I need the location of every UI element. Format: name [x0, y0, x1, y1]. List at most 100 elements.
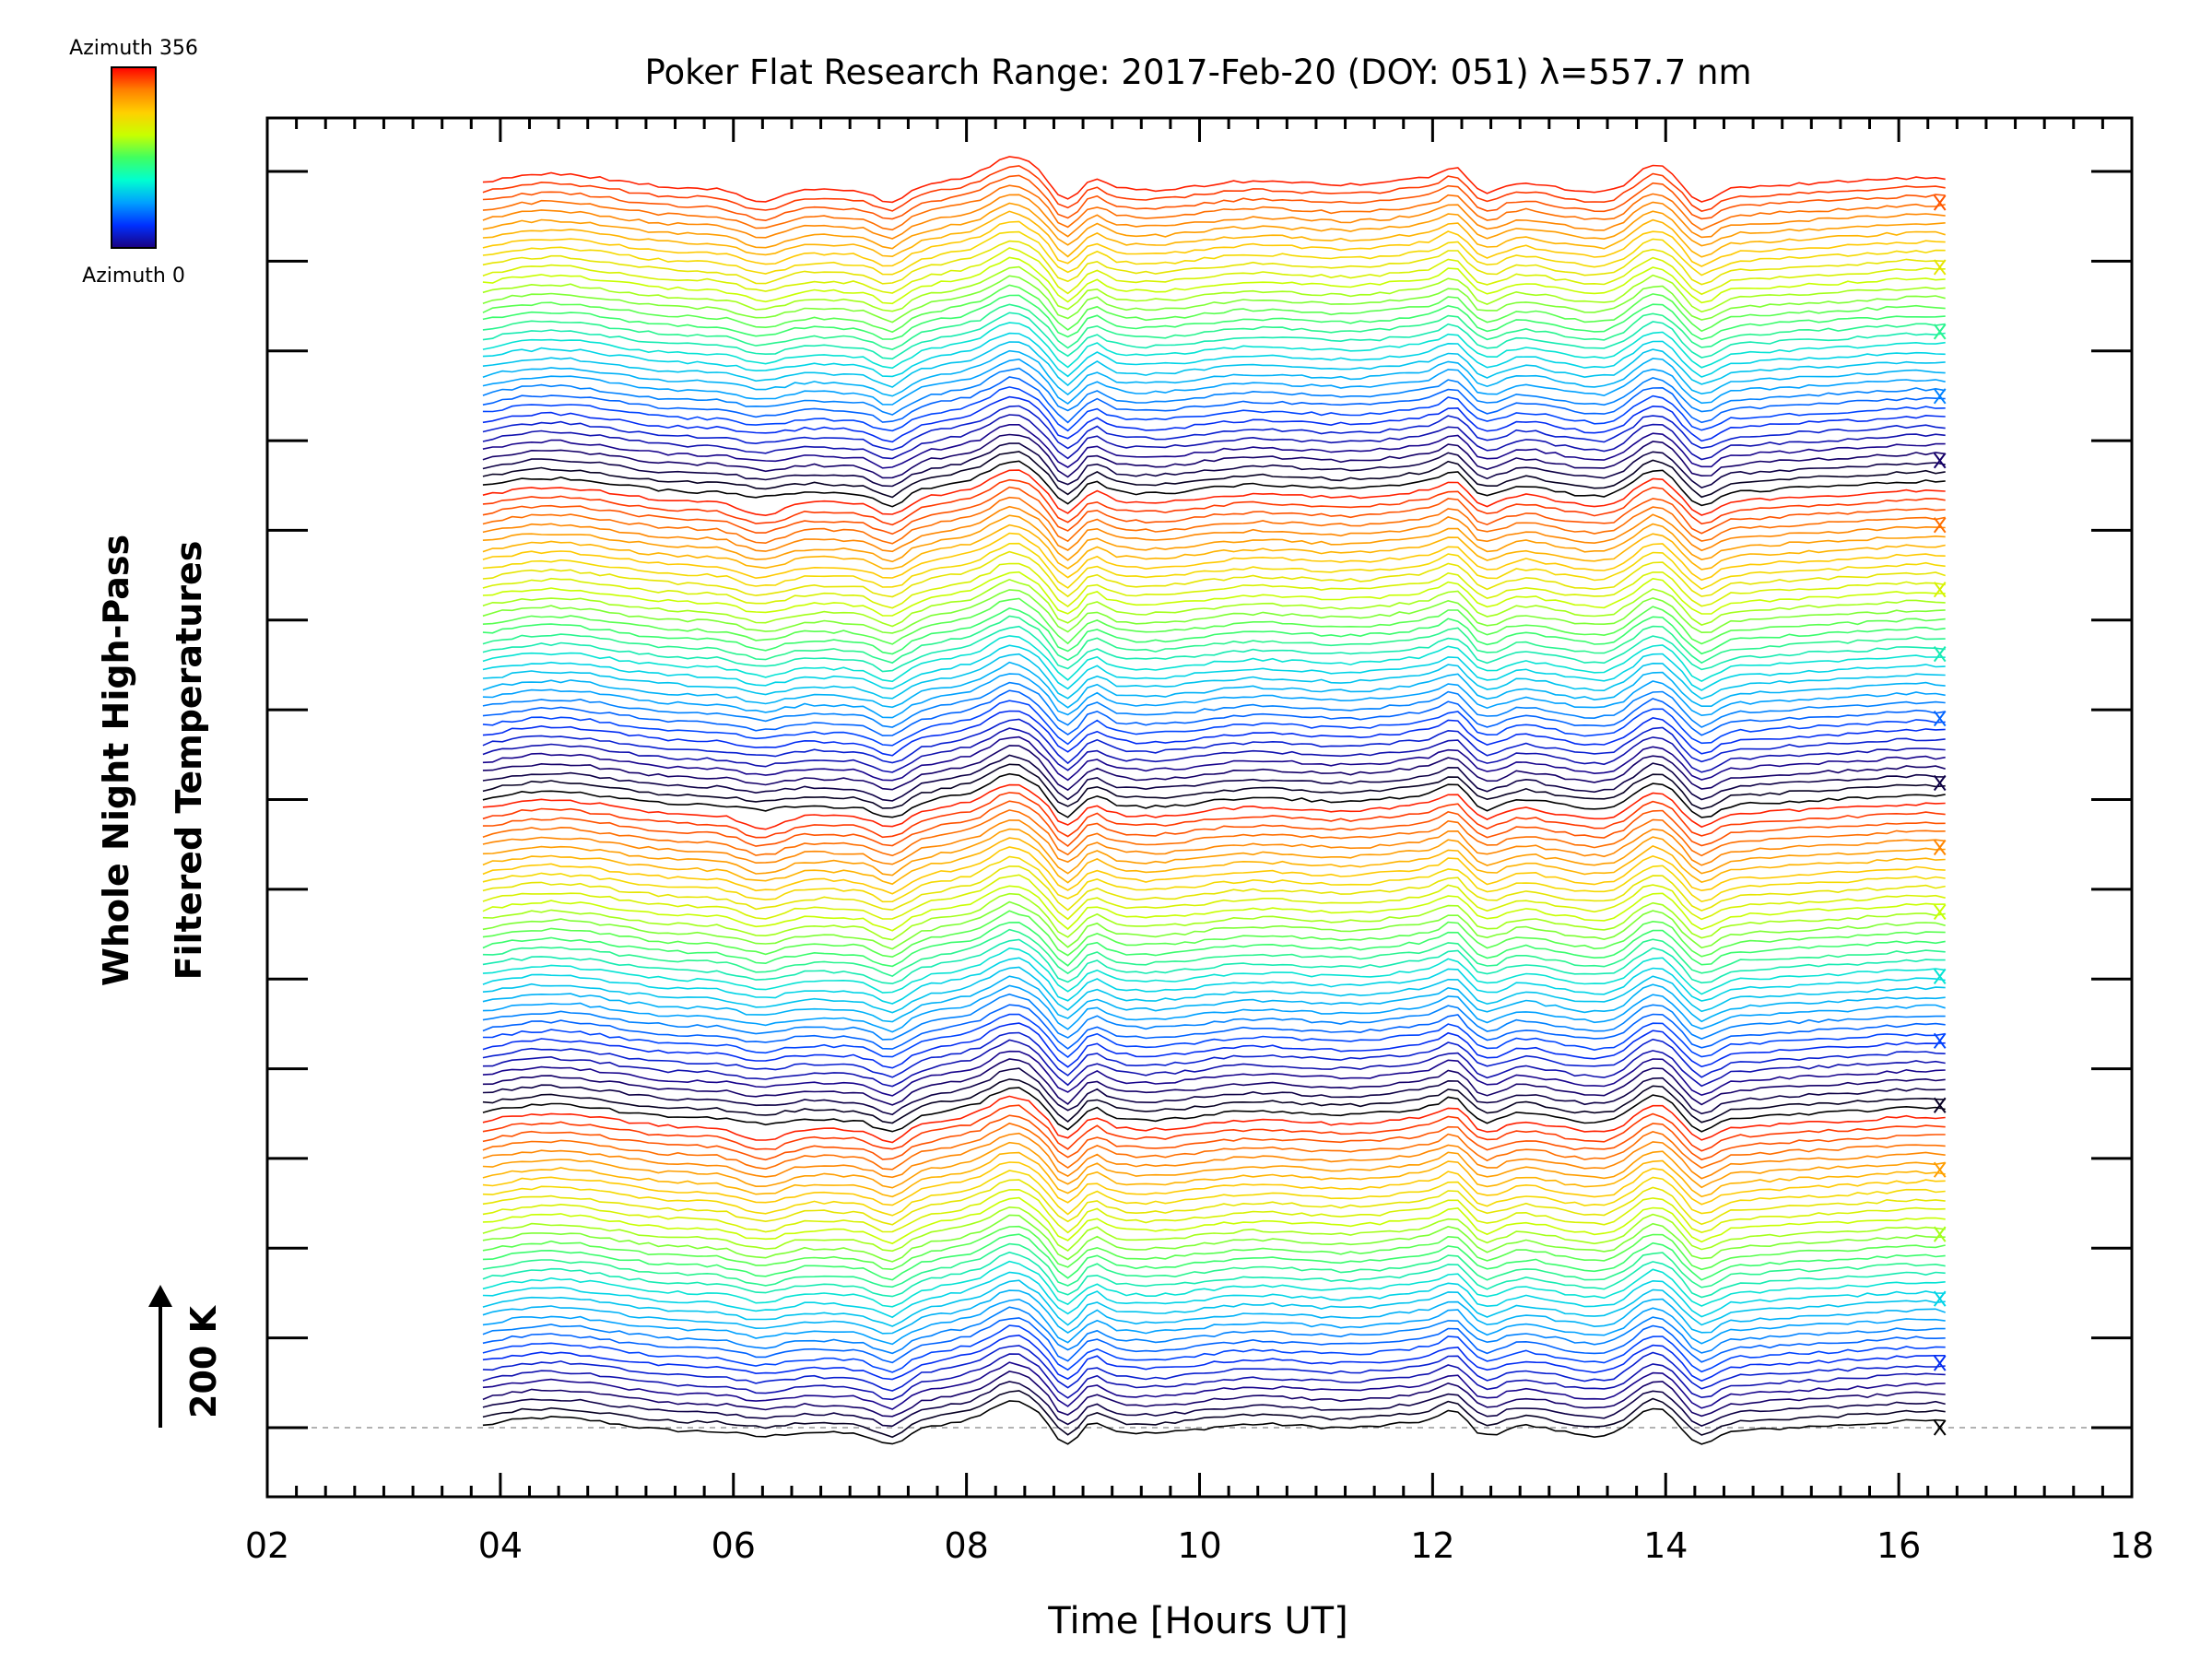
series-line	[482, 993, 1946, 1041]
series-end-marker	[1933, 1097, 1947, 1113]
series-line	[482, 1260, 1946, 1308]
series-line	[482, 332, 1946, 378]
series-end-marker	[1933, 582, 1947, 598]
series-end-marker	[1933, 453, 1947, 469]
scale-arrow-head	[148, 1285, 172, 1307]
series-line	[482, 635, 1946, 683]
series-line	[482, 783, 1946, 830]
series-line	[482, 855, 1946, 903]
series-line	[482, 763, 1946, 810]
scale-indicator: 200 K	[148, 1285, 224, 1428]
series-line	[482, 1324, 1946, 1373]
x-tick-label: 04	[478, 1525, 523, 1566]
series-line	[482, 478, 1946, 526]
series-end-marker	[1933, 1290, 1947, 1307]
series-line	[482, 469, 1946, 517]
series-line	[482, 828, 1946, 877]
series-line	[482, 809, 1946, 857]
series-line	[482, 984, 1946, 1033]
scale-label: 200 K	[183, 1304, 224, 1418]
series-end-marker	[1933, 1419, 1947, 1436]
series-line	[482, 1141, 1946, 1189]
series-line	[482, 1114, 1946, 1161]
x-tick-label: 18	[2110, 1525, 2154, 1566]
series-line	[482, 615, 1946, 665]
series-end-marker	[1933, 774, 1947, 792]
x-tick-label: 06	[712, 1525, 756, 1566]
series-line	[482, 846, 1946, 895]
series-line	[482, 735, 1946, 782]
series-line	[482, 910, 1946, 959]
series-end-marker	[1933, 839, 1947, 856]
chart-title: Poker Flat Research Range: 2017-Feb-20 (…	[644, 53, 1751, 92]
series-line	[482, 625, 1946, 673]
series-group	[482, 156, 1947, 1445]
series-line	[482, 597, 1946, 645]
series-line	[482, 1078, 1946, 1124]
series-line	[482, 376, 1946, 424]
series-line	[482, 947, 1946, 995]
series-line	[482, 294, 1946, 341]
series-line	[482, 1317, 1946, 1364]
series-end-marker	[1933, 1226, 1947, 1242]
series-line	[482, 240, 1946, 286]
series-end-marker	[1933, 710, 1947, 727]
series-line	[482, 644, 1946, 691]
series-line	[482, 1196, 1946, 1245]
series-line	[482, 265, 1946, 313]
x-tick-label: 02	[245, 1525, 289, 1566]
series-end-marker	[1933, 517, 1947, 534]
series-line	[482, 442, 1946, 488]
series-line	[482, 1298, 1946, 1346]
x-tick-label: 12	[1410, 1525, 1454, 1566]
series-line	[482, 1013, 1946, 1059]
series-line	[482, 247, 1946, 296]
series-line	[482, 1087, 1946, 1133]
series-line	[482, 819, 1946, 866]
series-line	[482, 607, 1946, 655]
series-line	[482, 194, 1946, 240]
series-line	[482, 405, 1946, 451]
series-line	[482, 800, 1946, 848]
series-line	[482, 754, 1946, 802]
series-line	[482, 1233, 1946, 1281]
series-line	[482, 1400, 1946, 1445]
series-line	[482, 496, 1946, 545]
series-line	[482, 367, 1946, 416]
series-line	[482, 900, 1946, 950]
series-line	[482, 156, 1946, 204]
series-line	[482, 505, 1946, 553]
series-line	[482, 772, 1946, 818]
x-tick-labels: 02 04 06 08 10 12 14 16 18	[245, 1525, 2154, 1566]
series-line	[482, 341, 1946, 388]
series-line	[482, 174, 1946, 222]
y-axis-label-line2: Filtered Temperatures	[169, 541, 209, 981]
series-line	[482, 451, 1946, 499]
series-line	[482, 673, 1946, 719]
series-line	[482, 1334, 1946, 1382]
series-line	[482, 1381, 1946, 1428]
series-line	[482, 1170, 1946, 1217]
series-line	[482, 710, 1946, 757]
series-line	[482, 256, 1946, 305]
series-line	[482, 1104, 1946, 1152]
series-end-marker	[1933, 194, 1947, 211]
series-end-marker	[1933, 259, 1947, 276]
colorbar: Azimuth 356 Azimuth 0	[69, 37, 198, 288]
series-line	[482, 202, 1946, 250]
series-line	[482, 957, 1946, 1005]
series-line	[482, 1095, 1946, 1144]
series-line	[482, 1022, 1946, 1069]
series-end-marker	[1933, 1355, 1947, 1371]
series-end-marker	[1933, 388, 1947, 405]
tick-group	[265, 118, 2134, 1497]
series-line	[482, 424, 1946, 469]
series-line	[482, 514, 1946, 563]
series-line	[482, 433, 1946, 479]
x-tick-label: 14	[1643, 1525, 1688, 1566]
series-line	[482, 661, 1946, 709]
series-line	[482, 921, 1946, 968]
series-line	[482, 589, 1946, 634]
x-tick-label: 08	[944, 1525, 988, 1566]
